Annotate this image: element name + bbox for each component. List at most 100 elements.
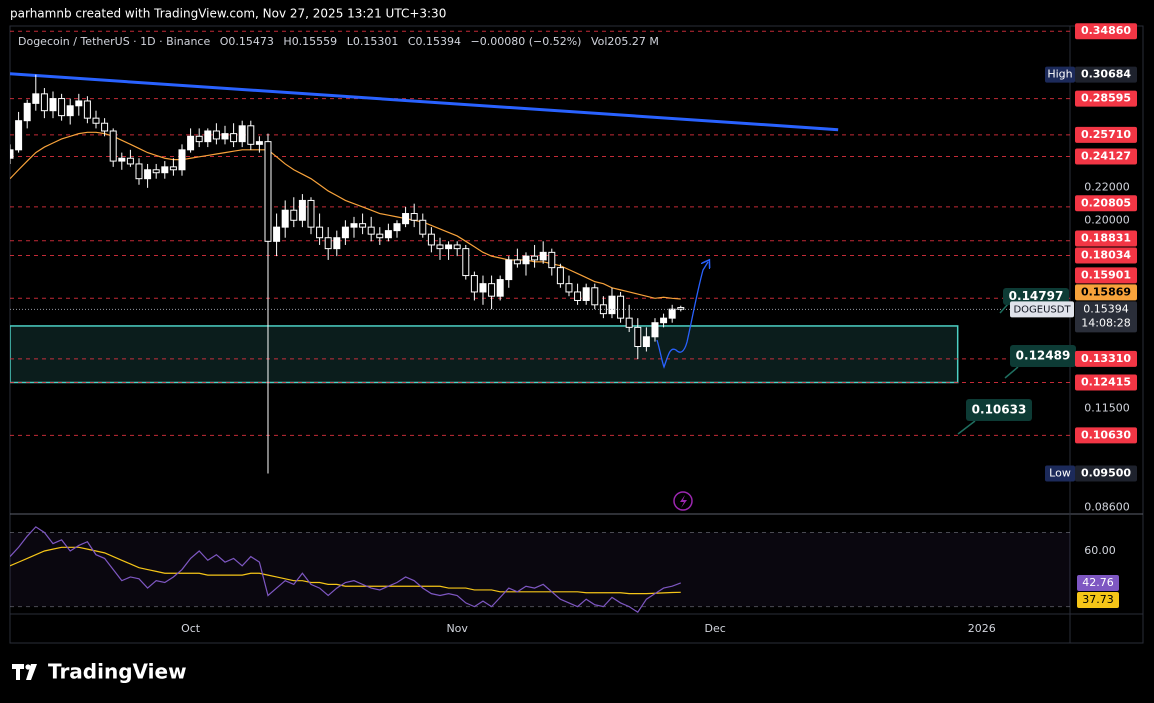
marker-value: 0.09500 bbox=[1081, 467, 1131, 480]
candle-body bbox=[341, 226, 349, 239]
candle-body bbox=[505, 259, 513, 281]
level-label-box bbox=[1075, 230, 1137, 247]
candle-body bbox=[384, 230, 392, 239]
ohlc-prefix: C bbox=[408, 35, 416, 48]
candle-body bbox=[470, 275, 478, 293]
ohlc-value: 0.15473 bbox=[228, 35, 274, 48]
symbol-title: Dogecoin / TetherUS · 1D · Binance bbox=[18, 35, 210, 48]
ohlc-value: 0.15394 bbox=[416, 35, 462, 48]
level-label-box bbox=[1075, 374, 1137, 391]
candle-body bbox=[135, 163, 143, 180]
rsi-label-box bbox=[1077, 574, 1119, 591]
level-label-box bbox=[1075, 126, 1137, 143]
candle-body bbox=[324, 237, 332, 250]
legend: Dogecoin / TetherUS · 1D · Binance O0.15… bbox=[18, 35, 659, 48]
marker-value-box bbox=[1075, 465, 1137, 482]
ohlc-value: 0.15301 bbox=[353, 35, 399, 48]
level-label-box bbox=[1075, 427, 1137, 444]
candle-body bbox=[316, 226, 324, 239]
candle-body bbox=[376, 233, 384, 239]
y-tick-label: 0.22000 bbox=[1084, 180, 1130, 193]
candle-body bbox=[144, 169, 152, 180]
callout-box bbox=[966, 399, 1032, 421]
candle-body bbox=[419, 219, 427, 235]
level-label: 0.12415 bbox=[1081, 376, 1131, 389]
candle-body bbox=[651, 322, 659, 338]
level-label: 0.15901 bbox=[1081, 268, 1131, 281]
level-label: 0.18831 bbox=[1081, 231, 1131, 244]
rsi-label: 42.76 bbox=[1082, 576, 1114, 589]
candle-body bbox=[427, 233, 435, 246]
candle-body bbox=[642, 336, 650, 348]
price-pane bbox=[10, 30, 1070, 474]
rsi-ma-line bbox=[10, 546, 681, 595]
candle-body bbox=[625, 317, 633, 328]
x-tick-label: 2026 bbox=[968, 622, 996, 635]
ohlc-prefix: H bbox=[283, 35, 291, 48]
logo-text: TradingView bbox=[48, 660, 187, 684]
candle-body bbox=[522, 255, 530, 265]
candle-body bbox=[410, 213, 418, 221]
logo: TradingView bbox=[12, 660, 187, 684]
volume: Vol205.27 M bbox=[591, 35, 659, 48]
rsi-ma-label: 37.73 bbox=[1082, 593, 1114, 606]
y-tick-label: 0.20000 bbox=[1084, 213, 1130, 226]
level-label: 0.25710 bbox=[1081, 128, 1131, 141]
candle-body bbox=[212, 130, 220, 140]
candle-body bbox=[204, 130, 212, 143]
candle-body bbox=[436, 244, 444, 250]
candle-body bbox=[660, 317, 668, 324]
candle-body bbox=[307, 199, 315, 228]
ohlc-value: 0.15559 bbox=[292, 35, 338, 48]
candle-body bbox=[608, 295, 616, 315]
ohlc-prefix: L bbox=[347, 35, 354, 48]
level-label-box bbox=[1075, 247, 1137, 264]
candle-body bbox=[496, 279, 504, 297]
rsi-band-fill bbox=[10, 532, 1070, 607]
logo-mark bbox=[12, 664, 24, 680]
callout-label: 0.14797 bbox=[1009, 289, 1064, 303]
candle-body bbox=[290, 209, 298, 221]
candle-body bbox=[230, 133, 238, 143]
candle-body bbox=[281, 209, 289, 228]
candle-body bbox=[161, 166, 169, 174]
header: parhamnb created with TradingView.com, N… bbox=[10, 7, 446, 21]
candle-body bbox=[668, 308, 676, 319]
rsi-tick-label: 60.00 bbox=[1084, 544, 1116, 557]
level-label: 0.10630 bbox=[1081, 428, 1131, 441]
ohlc-prefix: O bbox=[220, 35, 229, 48]
candle-body bbox=[23, 102, 31, 122]
level-label: 0.20805 bbox=[1081, 196, 1131, 209]
candle-body bbox=[187, 135, 195, 151]
candle-body bbox=[479, 283, 487, 293]
price-label: 0.15394 bbox=[1083, 302, 1129, 315]
marker-value-box bbox=[1075, 66, 1137, 83]
marker-tag: High bbox=[1047, 68, 1072, 81]
candle-body bbox=[83, 100, 91, 119]
candle-body bbox=[32, 93, 40, 104]
candle-body bbox=[556, 267, 564, 285]
event-icon[interactable] bbox=[673, 491, 693, 511]
ema-label: 0.15869 bbox=[1081, 285, 1131, 298]
candle-body bbox=[350, 223, 358, 228]
candle-body bbox=[118, 157, 126, 162]
axes: 0.08600 Low 0.09500 0.10630 0.11500 0.12415 0.… bbox=[181, 23, 1137, 635]
y-tick-label: 0.11500 bbox=[1084, 402, 1130, 415]
candle-body bbox=[15, 120, 23, 151]
level-label: 0.13310 bbox=[1081, 352, 1131, 365]
candle-body bbox=[40, 93, 48, 112]
level-label: 0.34860 bbox=[1081, 24, 1131, 37]
annotations: 0.14797 0.12489 0.10633 bbox=[656, 262, 1076, 511]
logo-mark bbox=[26, 664, 37, 680]
callout-leader bbox=[957, 420, 976, 435]
marker-tag: Low bbox=[1049, 467, 1071, 480]
candle-body bbox=[333, 237, 341, 250]
y-tick-label: 0.08600 bbox=[1084, 500, 1130, 513]
candle-body bbox=[634, 326, 642, 348]
ema-line bbox=[10, 131, 681, 300]
marker-tag-box bbox=[1045, 66, 1075, 83]
candle-body bbox=[264, 141, 272, 242]
marker-value: 0.30684 bbox=[1081, 68, 1131, 81]
level-label-box bbox=[1075, 90, 1137, 107]
level-label-box bbox=[1075, 350, 1137, 367]
